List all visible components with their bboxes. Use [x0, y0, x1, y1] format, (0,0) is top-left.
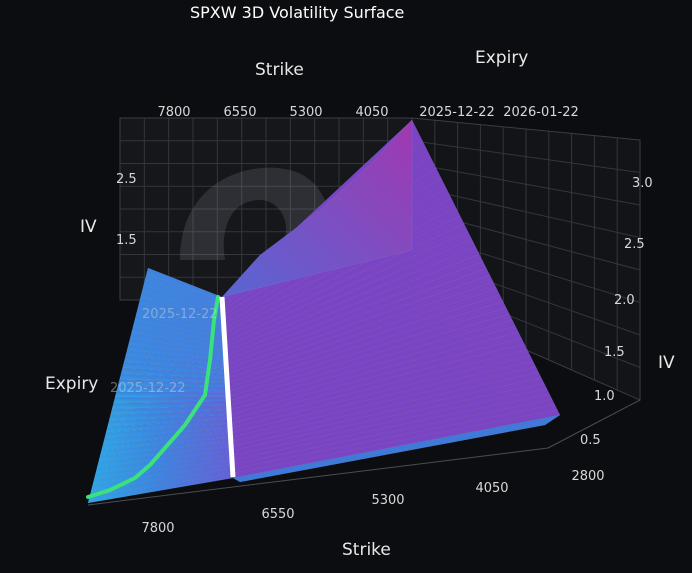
chart-title: SPXW 3D Volatility Surface: [190, 3, 405, 22]
iv-tick-right: 2.5: [624, 237, 645, 252]
strike-tick-bottom: 2800: [571, 469, 604, 484]
iv-axis-title-right: IV: [658, 353, 675, 373]
iv-tick-left: 1.5: [116, 233, 137, 248]
floor-axis-line: [87, 447, 549, 506]
strike-tick-top: 4050: [355, 105, 388, 120]
spot-strike-line: [219, 296, 236, 478]
strike-tick-bottom: 4050: [475, 481, 508, 496]
iv-tick-right: 0.5: [580, 433, 601, 448]
iv-tick-right: 2.0: [614, 293, 635, 308]
iv-tick-right: 3.0: [632, 176, 653, 191]
expiry-tick-side: 2025-12-22: [110, 381, 186, 396]
volatility-surface[interactable]: [87, 119, 561, 504]
iv-tick-left: 2.5: [116, 172, 137, 187]
iv-axis-title-left: IV: [80, 217, 97, 237]
axis-ticks: 7800 6550 5300 4050 2800 7800 6550 5300 4050 2025…: [110, 105, 653, 536]
strike-tick-bottom: 5300: [371, 493, 404, 508]
iv-tick-right: 1.0: [594, 389, 615, 404]
expiry-tick-top: 2025-12-22: [419, 105, 495, 120]
expiry-tick-top: 2026-01-22: [503, 105, 579, 120]
iv-tick-right: 1.5: [604, 345, 625, 360]
strike-tick-top: 5300: [289, 105, 322, 120]
expiry-axis-title-top: Expiry: [475, 48, 529, 68]
surface-back-wall: [221, 119, 413, 298]
strike-axis-title-top: Strike: [255, 60, 304, 80]
right-axis-line: [547, 399, 641, 449]
expiry-tick-side: 2025-12-22: [142, 307, 218, 322]
strike-axis-title-bottom: Strike: [342, 540, 391, 560]
expiry-axis-title-left: Expiry: [45, 374, 99, 394]
strike-tick-top: 7800: [157, 105, 190, 120]
strike-tick-top: 6550: [223, 105, 256, 120]
strike-tick-bottom: 7800: [141, 521, 174, 536]
strike-tick-bottom: 6550: [261, 507, 294, 522]
atm-path-line: [86, 295, 220, 499]
surface-front-edge: [232, 414, 561, 483]
